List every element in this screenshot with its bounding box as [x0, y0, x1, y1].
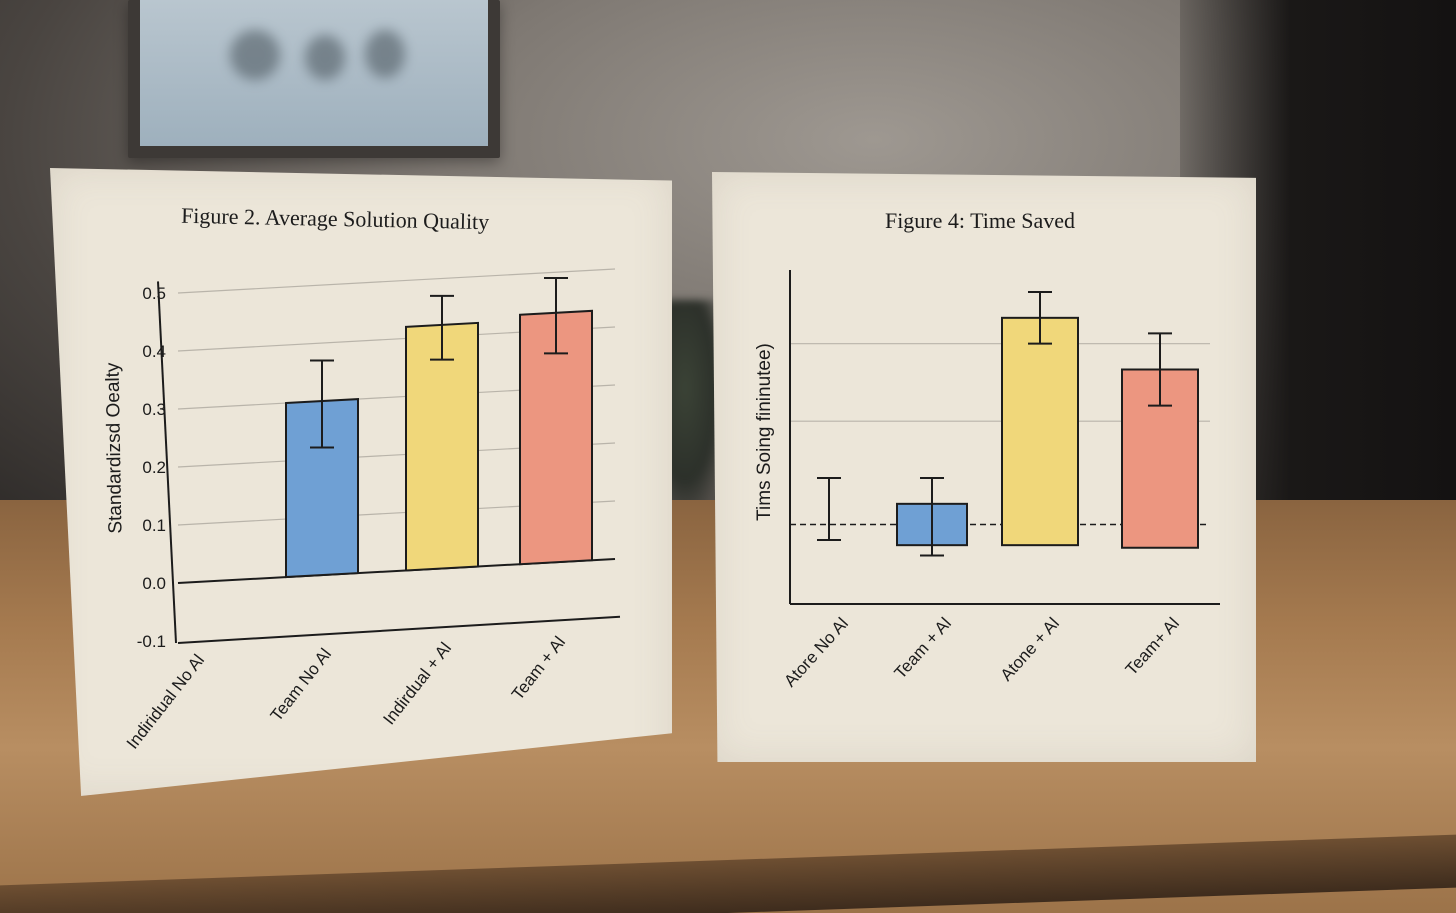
category-label: Atone + Al: [997, 614, 1063, 685]
bars: [285, 309, 593, 579]
bar: [519, 309, 593, 566]
chart-title: Figure 4: Time Saved: [885, 208, 1075, 233]
chart-card-quality: Figure 2. Average Solution Quality 0.5 0.…: [50, 168, 672, 796]
y-axis-line: [157, 281, 177, 644]
y-tick-labels: 0.5 0.4 0.3 0.2 0.1 0.0 -0.1: [137, 284, 166, 651]
bar: [285, 398, 359, 579]
time-bar-chart: Figure 4: Time Saved Tims Soing fininute…: [754, 208, 1220, 691]
bars: [896, 316, 1199, 549]
chart-title: Figure 2. Average Solution Quality: [181, 203, 490, 234]
quality-bar-chart: Figure 2. Average Solution Quality 0.50.…: [103, 203, 621, 753]
y-tick-label: 0.1: [142, 516, 166, 535]
category-label: Team+ Al: [1122, 614, 1183, 679]
y-tick-label: 0.2: [142, 458, 166, 477]
wall-picture-frame: [128, 0, 500, 158]
wall-picture: [140, 0, 488, 146]
x-axis-line: [177, 615, 621, 644]
category-label: Atore No Al: [780, 614, 852, 691]
y-tick-label: 0.5: [142, 284, 166, 303]
category-labels: Indiridual No Al Team No Al Indirdual + Al…: [123, 633, 569, 753]
category-label: Team + Al: [891, 614, 955, 683]
y-tick-label: -0.1: [137, 632, 166, 651]
category-label: Team No Al: [267, 645, 335, 725]
y-axis-title: Tims Soing fininutee): [754, 343, 775, 521]
y-tick-label: 0.4: [142, 342, 166, 361]
error-bars: [817, 291, 1172, 557]
category-labels: Atore No Al Team + Al Atone + Al Team+ Al: [780, 614, 1183, 691]
y-axis-title: Standardizsd Oealty: [103, 362, 127, 534]
category-label: Indirdual + Al: [379, 639, 455, 729]
y-tick-label: 0.0: [142, 574, 166, 593]
chart-card-time: Figure 4: Time Saved Tims Soing fininute…: [712, 172, 1256, 762]
category-label: Indiridual No Al: [123, 651, 208, 753]
bar: [1001, 316, 1079, 547]
y-tick-label: 0.3: [142, 400, 166, 419]
gridline: [177, 268, 616, 294]
error-bars: [310, 277, 568, 449]
category-label: Team + Al: [508, 633, 569, 704]
bar: [405, 321, 479, 572]
